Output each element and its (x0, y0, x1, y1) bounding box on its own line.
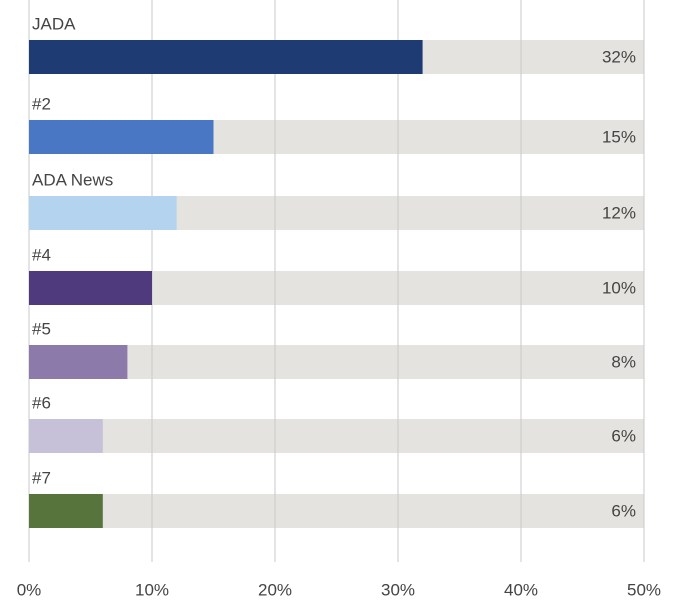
category-label: #6 (32, 393, 51, 412)
value-label: 6% (611, 501, 636, 520)
bar (29, 345, 128, 379)
value-label: 6% (611, 426, 636, 445)
bar (29, 196, 177, 230)
category-label: #2 (32, 94, 51, 113)
bar-track (29, 345, 644, 379)
value-label: 8% (611, 352, 636, 371)
value-label: 15% (602, 127, 636, 146)
bar (29, 120, 214, 154)
bar (29, 40, 423, 74)
bar-track (29, 419, 644, 453)
x-tick-label: 20% (258, 580, 292, 599)
category-label: #5 (32, 319, 51, 338)
bar (29, 271, 152, 305)
category-label: #4 (32, 245, 51, 264)
value-label: 10% (602, 278, 636, 297)
x-tick-label: 10% (135, 580, 169, 599)
value-label: 12% (602, 203, 636, 222)
category-label: JADA (32, 14, 76, 33)
x-tick-label: 50% (627, 580, 661, 599)
value-label: 32% (602, 47, 636, 66)
bar (29, 494, 103, 528)
bar-track (29, 494, 644, 528)
bar (29, 419, 103, 453)
category-label: ADA News (32, 170, 113, 189)
category-label: #7 (32, 468, 51, 487)
x-tick-label: 0% (17, 580, 42, 599)
x-tick-label: 40% (504, 580, 538, 599)
x-tick-label: 30% (381, 580, 415, 599)
